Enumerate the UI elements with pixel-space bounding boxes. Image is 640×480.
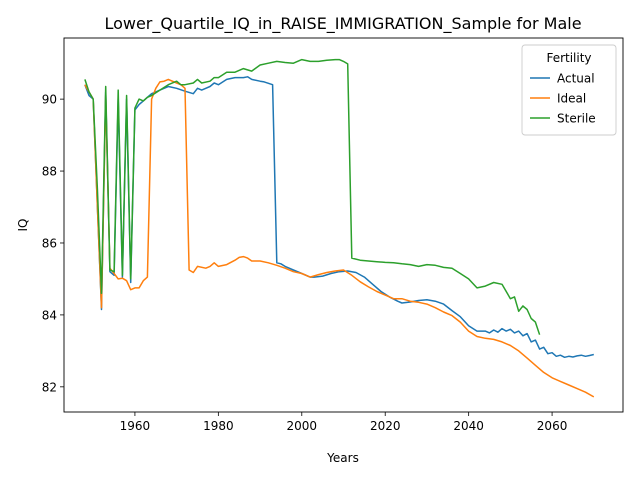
y-tick-label: 86 (42, 236, 57, 250)
legend: Fertility Actual Ideal Sterile (521, 44, 617, 136)
legend-label-actual: Actual (557, 72, 595, 86)
x-tick-label: 2020 (370, 419, 401, 433)
series-line-sterile (84, 58, 541, 335)
plot-frame (63, 37, 624, 413)
x-tick-label: 2000 (287, 419, 318, 433)
y-axis-label: IQ (16, 219, 30, 232)
legend-title: Fertility (546, 51, 591, 65)
chart-title: Lower_Quartile_IQ_in_RAISE_IMMIGRATION_S… (104, 14, 581, 34)
x-tick-label: 2040 (453, 419, 484, 433)
legend-box (521, 44, 617, 136)
series-line-ideal (84, 78, 595, 398)
plot-lines (84, 58, 595, 398)
y-tick-label: 84 (42, 308, 57, 322)
x-axis-label: Years (326, 451, 359, 465)
y-tick-label: 82 (42, 380, 57, 394)
x-tick-label: 2060 (537, 419, 568, 433)
y-axis-ticks: 82 84 86 88 90 (42, 93, 64, 394)
x-axis-ticks: 1960 1980 2000 2020 2040 2060 (120, 412, 568, 433)
legend-items: Actual Ideal Sterile (530, 72, 596, 126)
y-tick-label: 88 (42, 165, 57, 179)
x-tick-label: 1960 (120, 419, 151, 433)
legend-label-sterile: Sterile (557, 112, 596, 126)
x-tick-label: 1980 (203, 419, 234, 433)
legend-label-ideal: Ideal (557, 92, 586, 106)
y-tick-label: 90 (42, 93, 57, 107)
